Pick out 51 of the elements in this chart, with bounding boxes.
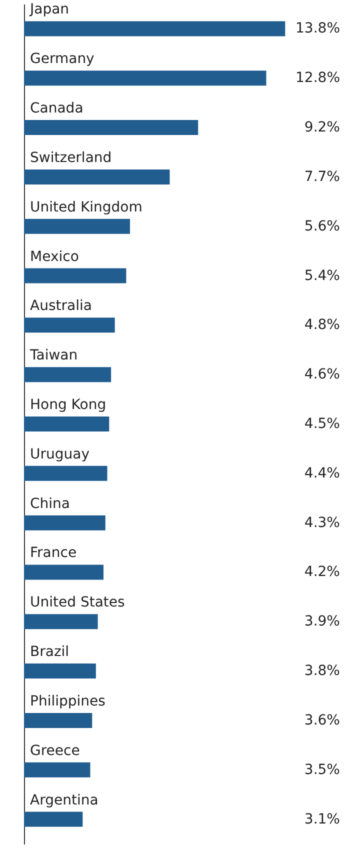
data-label: 3.5% <box>304 762 340 778</box>
y-tick-label: Hong Kong <box>30 397 106 413</box>
bar <box>24 664 96 679</box>
y-tick-label: Uruguay <box>30 446 90 462</box>
data-label: 4.4% <box>304 465 340 482</box>
bar <box>24 466 108 481</box>
bar <box>24 120 198 136</box>
y-tick-label: United States <box>30 594 125 611</box>
y-tick-label: Germany <box>30 51 94 68</box>
bar <box>24 218 130 234</box>
data-label: 4.8% <box>304 317 340 334</box>
data-label: 5.4% <box>304 268 340 284</box>
data-label: 3.9% <box>304 614 340 630</box>
bar <box>24 70 266 86</box>
y-tick-label: United Kingdom <box>30 199 142 216</box>
bar <box>24 614 98 630</box>
y-tick-label: Argentina <box>30 792 98 808</box>
data-label: 4.6% <box>304 366 340 383</box>
bar <box>24 712 92 728</box>
data-label: 12.8% <box>296 70 340 86</box>
y-tick-label: Canada <box>30 100 84 117</box>
bar <box>24 416 110 432</box>
data-label: 3.8% <box>304 663 340 680</box>
data-label: 13.8% <box>296 20 340 37</box>
y-tick-label: Brazil <box>30 644 70 660</box>
bar <box>24 268 126 284</box>
y-tick-label: Switzerland <box>30 150 112 166</box>
data-label: 4.3% <box>304 514 340 531</box>
y-tick-label: Australia <box>30 298 92 314</box>
y-tick-label: France <box>30 545 77 562</box>
y-tick-label: China <box>30 496 70 512</box>
bar <box>24 564 104 580</box>
data-label: 5.6% <box>304 218 340 234</box>
data-label: 9.2% <box>304 120 340 136</box>
bar <box>24 812 83 827</box>
y-tick-label: Greece <box>30 742 80 759</box>
data-label: 4.5% <box>304 416 340 432</box>
y-tick-label: Taiwan <box>29 348 78 364</box>
data-label: 3.1% <box>304 811 340 828</box>
data-label: 3.6% <box>304 712 340 728</box>
bar <box>24 21 286 36</box>
data-label: 4.2% <box>304 564 340 580</box>
y-tick-label: Japan <box>29 2 70 18</box>
data-label: 7.7% <box>304 168 340 185</box>
y-tick-label: Philippines <box>30 693 106 710</box>
bar <box>24 318 115 333</box>
y-tick-label: Mexico <box>30 248 79 265</box>
bar <box>24 367 112 382</box>
bar <box>24 762 90 778</box>
bar <box>24 515 106 530</box>
bar <box>24 169 170 184</box>
